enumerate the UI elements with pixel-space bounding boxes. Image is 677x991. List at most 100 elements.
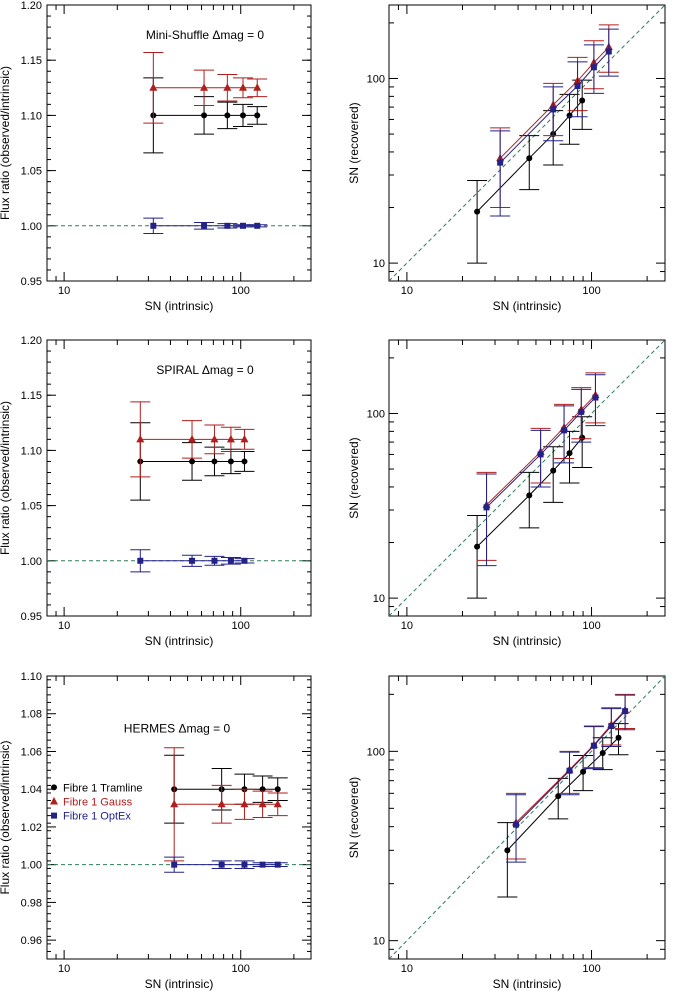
y-tick-label: 1.06 [21,746,42,758]
data-point [555,793,562,800]
data-point [241,861,248,868]
y-tick-label: 1.00 [21,860,42,872]
data-point [200,83,209,91]
legend-marker [50,796,58,805]
chart-panel-1: 10 100 0.95 1.00 1.05 1.10 1.15 1.20 SN (intrins… [0,0,312,313]
data-point [254,222,261,229]
data-point [188,434,197,443]
y-tick-label: 0.95 [21,611,42,623]
y-tick-label: 10 [373,936,385,948]
x-tick-label: 100 [232,620,250,632]
data-point [218,861,225,868]
x-axis-label: SN (intrinsic) [145,634,214,648]
y-axis-label: Flux ratio (observed/intrinsic) [0,401,12,555]
data-point [201,222,208,229]
chart-panel-3: 10 100 0.95 1.00 1.05 1.10 1.15 1.20 SN (intrins… [0,335,312,648]
data-point [240,434,249,443]
x-tick-label: 10 [401,620,413,632]
series-fibre-1-tramline [164,754,288,824]
plot-frame [46,675,312,960]
data-point [592,394,599,401]
data-point [599,749,606,756]
y-tick-label: 1.05 [21,166,42,178]
y-tick-label: 1.00 [21,556,42,568]
series-fibre-1-optex [506,694,636,863]
data-point [274,786,281,793]
x-axis-label: SN (intrinsic) [145,977,214,991]
data-point [504,847,511,854]
y-tick-label: 1.08 [21,709,42,721]
data-point [227,458,234,465]
series-fibre-1-optex [130,549,255,573]
data-point [224,222,231,229]
series-fibre-1-tramline [467,416,593,599]
y-tick-label: 1.00 [21,221,42,233]
legend-marker [51,784,57,791]
legend-item: Fibre 1 OptEx [51,811,131,823]
y-axis-label: Flux ratio (observed/intrinsic) [0,66,12,220]
x-tick-label: 100 [232,963,250,975]
x-tick-label: 10 [401,963,413,975]
data-point [211,458,218,465]
y-tick-label: 1.10 [21,110,42,122]
legend-item: Fibre 1 Tramline [51,782,142,794]
data-point [608,723,615,730]
data-point [474,543,481,550]
data-point [189,557,196,564]
x-tick-label: 100 [582,963,600,975]
x-tick-label: 10 [58,285,70,297]
legend-label: Fibre 1 Tramline [63,782,142,794]
x-tick-label: 100 [232,285,250,297]
data-point [239,222,246,229]
data-point [241,458,248,465]
data-point [211,557,218,564]
plot-frame [46,339,312,617]
data-point [223,83,232,91]
series-fibre-1-tramline [497,723,629,898]
y-tick-label: 1.15 [21,390,42,402]
y-tick-label: 1.20 [21,335,42,347]
data-point [224,112,231,119]
data-point [578,408,585,415]
series-fibre-1-optex [164,856,288,873]
chart-panel-6: 10 100 10 100 SN (intrinsic) SN (recovered) [347,675,666,991]
chart-panel-5: 10 100 0.96 0.98 1.00 1.02 1.04 1.06 1.08 1.10 SN … [0,671,312,991]
y-tick-label: 100 [367,408,385,420]
data-point [226,434,235,443]
legend-marker [51,812,57,819]
data-point [580,768,587,775]
data-point [526,492,533,499]
series-fibre-1-optex [490,28,619,217]
data-point [590,64,597,71]
y-tick-label: 0.98 [21,897,42,909]
chart-panel-4: 10 100 10 100 SN (intrinsic) SN (recovered) [347,339,666,648]
x-tick-label: 10 [58,963,70,975]
y-tick-label: 1.20 [21,0,42,12]
plot-frame [46,4,312,282]
data-point [240,799,249,808]
data-point [137,557,144,564]
x-tick-label: 10 [401,285,413,297]
data-point [526,155,533,162]
data-point [136,434,145,443]
legend-label: Fibre 1 Gauss [63,796,133,808]
data-point [615,734,622,741]
y-tick-label: 10 [373,258,385,270]
data-point [238,83,247,91]
data-point [605,48,612,55]
series-fibre-1-optex [476,374,606,567]
data-point [253,83,262,91]
data-point [550,467,557,474]
y-tick-label: 0.96 [21,935,42,947]
y-tick-label: 1.10 [21,671,42,683]
data-point [254,112,261,119]
x-tick-label: 10 [58,620,70,632]
data-point [171,861,178,868]
y-axis-label: SN (recovered) [347,102,361,183]
data-point [210,434,219,443]
chart-title: SPIRAL Δmag = 0 [156,363,254,377]
series-fibre-1-gauss [506,693,636,860]
data-point [273,799,282,808]
identity-line [389,5,665,281]
